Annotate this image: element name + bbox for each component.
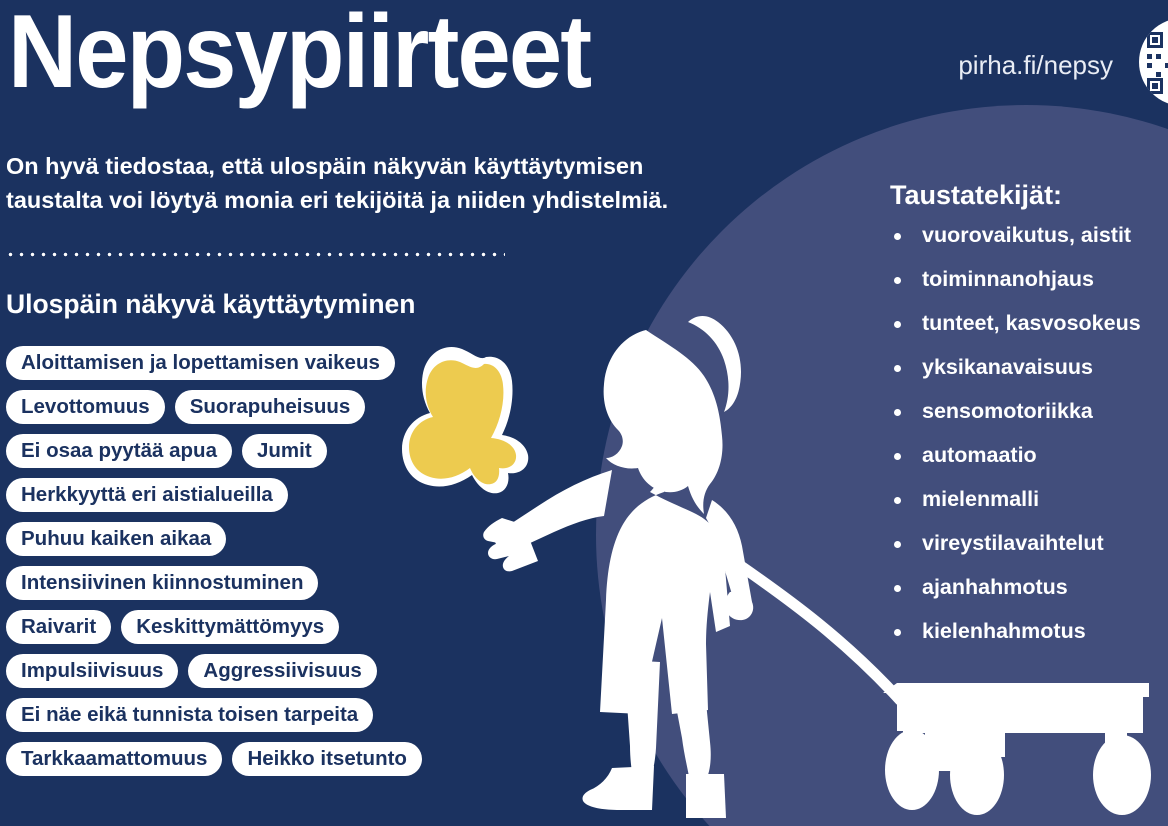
factor-label: ajanhahmotus — [922, 575, 1068, 599]
bullet-icon — [894, 453, 901, 460]
behaviour-pill[interactable]: Intensiivinen kiinnostuminen — [6, 566, 319, 600]
factor-label: toiminnanohjaus — [922, 267, 1094, 291]
bullet-icon — [894, 321, 901, 328]
bullet-icon — [894, 541, 901, 548]
factor-list-item: mielenmalli — [890, 487, 1168, 511]
bullet-icon — [894, 409, 901, 416]
factor-list-item: ajanhahmotus — [890, 575, 1168, 599]
factor-label: kielenhahmotus — [922, 619, 1086, 643]
factor-label: mielenmalli — [922, 487, 1040, 511]
behaviour-pill-row: Aloittamisen ja lopettamisen vaikeus — [6, 346, 566, 380]
bullet-icon — [894, 629, 901, 636]
behaviour-pill-row: Ei osaa pyytää apua Jumit — [6, 434, 566, 468]
bullet-icon — [894, 497, 901, 504]
behaviour-pill[interactable]: Raivarit — [6, 610, 112, 644]
bullet-icon — [894, 365, 901, 372]
behaviour-pill-row: Ei näe eikä tunnista toisen tarpeita — [6, 698, 566, 732]
factor-list-item: yksikanavaisuus — [890, 355, 1168, 379]
behaviour-section-heading: Ulospäin näkyvä käyttäytyminen — [6, 289, 416, 319]
behaviour-pill[interactable]: Herkkyyttä eri aistialueilla — [6, 478, 288, 512]
behaviour-pill[interactable]: Keskittymättömyys — [121, 610, 340, 644]
behaviour-pill[interactable]: Puhuu kaiken aikaa — [6, 522, 227, 556]
factor-label: vuorovaikutus, aistit — [922, 223, 1132, 247]
behaviour-pill[interactable]: Tarkkaamattomuus — [6, 742, 223, 776]
factor-list-item: kielenhahmotus — [890, 619, 1168, 643]
behaviour-pill[interactable]: Ei näe eikä tunnista toisen tarpeita — [6, 698, 374, 732]
factor-label: automaatio — [922, 443, 1037, 467]
behaviour-pill[interactable]: Aggressiivisuus — [188, 654, 377, 688]
bullet-icon — [894, 585, 901, 592]
intro-line-1: On hyvä tiedostaa, että ulospäin näkyvän… — [6, 153, 644, 179]
factor-list-item: vireystilavaihtelut — [890, 531, 1168, 555]
page-title: Nepsypiirteet — [8, 0, 592, 110]
factors-title: Taustatekijät: — [890, 180, 1063, 210]
behaviour-pill[interactable]: Heikko itsetunto — [232, 742, 422, 776]
behaviour-pill-row: Puhuu kaiken aikaa — [6, 522, 566, 556]
factor-label: yksikanavaisuus — [922, 355, 1093, 379]
behaviour-pill[interactable]: Ei osaa pyytää apua — [6, 434, 232, 468]
bullet-icon — [894, 233, 901, 240]
background-factors-panel: Taustatekijät: vuorovaikutus, aistit toim… — [890, 180, 1168, 665]
factor-list-item: tunteet, kasvosokeus — [890, 311, 1168, 335]
behaviour-pill[interactable]: Aloittamisen ja lopettamisen vaikeus — [6, 346, 395, 380]
factor-label: vireystilavaihtelut — [922, 531, 1104, 555]
behaviour-pill[interactable]: Jumit — [241, 434, 327, 468]
behaviour-pill[interactable]: Suorapuheisuus — [174, 390, 366, 424]
behaviour-pill-row: Herkkyyttä eri aistialueilla — [6, 478, 566, 512]
qr-code-icon[interactable] — [1139, 18, 1168, 106]
factors-list: vuorovaikutus, aistit toiminnanohjaus tunt… — [890, 223, 1168, 643]
behaviour-pill-row: Levottomuus Suorapuheisuus — [6, 390, 566, 424]
factor-label: tunteet, kasvosokeus — [922, 311, 1141, 335]
factor-label: sensomotoriikka — [922, 399, 1093, 423]
behaviour-pill[interactable]: Levottomuus — [6, 390, 165, 424]
site-url[interactable]: pirha.fi/nepsy — [958, 50, 1113, 80]
factor-list-item: toiminnanohjaus — [890, 267, 1168, 291]
bullet-icon — [894, 277, 901, 284]
factor-list-item: automaatio — [890, 443, 1168, 467]
behaviour-pill-list: Aloittamisen ja lopettamisen vaikeus Levo… — [6, 346, 566, 786]
intro-paragraph: On hyvä tiedostaa, että ulospäin näkyvän… — [6, 150, 746, 218]
behaviour-pill-row: Intensiivinen kiinnostuminen — [6, 566, 566, 600]
behaviour-pill-row: Raivarit Keskittymättömyys — [6, 610, 566, 644]
behaviour-pill-row: Tarkkaamattomuus Heikko itsetunto — [6, 742, 566, 776]
factor-list-item: vuorovaikutus, aistit — [890, 223, 1168, 247]
factor-list-item: sensomotoriikka — [890, 399, 1168, 423]
dotted-divider — [5, 252, 505, 257]
behaviour-pill[interactable]: Impulsiivisuus — [6, 654, 179, 688]
behaviour-pill-row: Impulsiivisuus Aggressiivisuus — [6, 654, 566, 688]
intro-line-2: taustalta voi löytyä monia eri tekijöitä… — [6, 186, 669, 213]
